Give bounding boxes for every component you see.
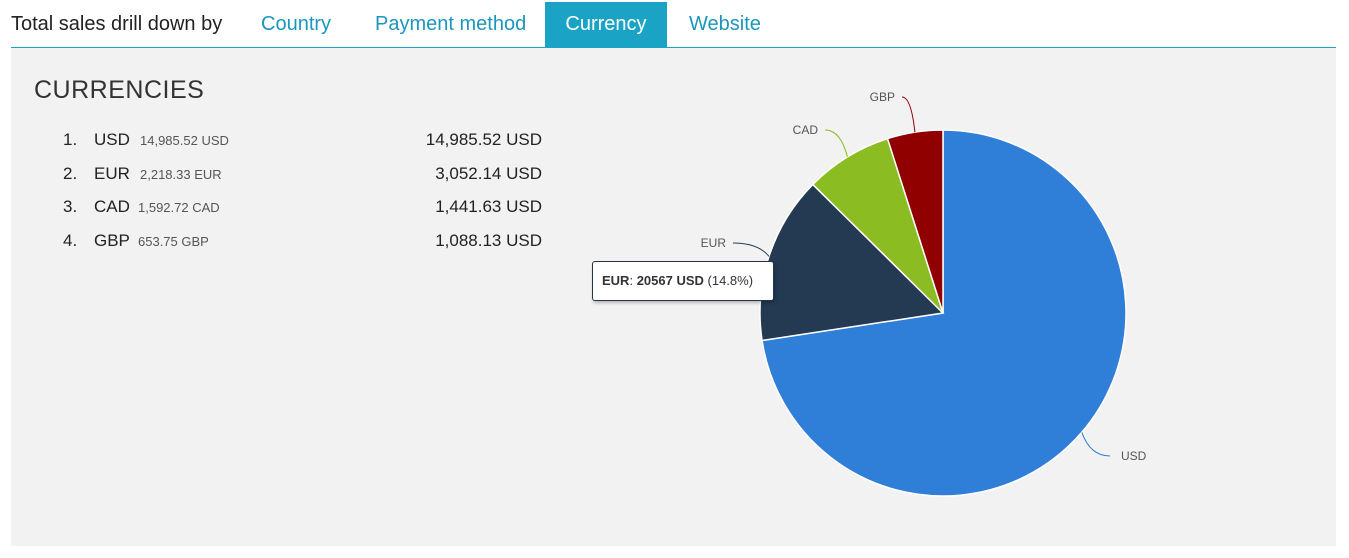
- list-item-code: GBP: [94, 230, 130, 250]
- pie-label-cad: CAD: [793, 123, 819, 137]
- list-item-native-amount: 14,985.52 USD: [140, 133, 229, 148]
- currency-list: 1. USD 14,985.52 USD 14,985.52 USD 2. EU…: [63, 130, 553, 264]
- tab-payment-method[interactable]: Payment method: [375, 13, 527, 35]
- pie-connector-usd: [1081, 432, 1111, 457]
- list-item-rank: 1.: [63, 130, 78, 149]
- pie-slice-eur[interactable]: [759, 183, 945, 342]
- list-item-usd-amount: 3,052.14 USD: [435, 163, 542, 183]
- pie-connector-eur: [732, 242, 770, 257]
- chart-tooltip: EUR: 20567 USD (14.8%): [592, 261, 774, 301]
- list-item-rank: 3.: [63, 197, 78, 216]
- section-title: CURRENCIES: [34, 76, 205, 104]
- list-item-native-amount: 2,218.33 EUR: [140, 166, 222, 182]
- tab-country[interactable]: Country: [261, 13, 332, 35]
- pie-connector-gbp: [901, 96, 916, 133]
- list-item-code: USD: [94, 130, 130, 149]
- tooltip-label: EUR: [602, 273, 630, 288]
- drill-down-title: Total sales drill down by: [11, 13, 223, 35]
- list-item-usd: 1. USD 14,985.52 USD 14,985.52 USD: [63, 130, 553, 164]
- tab-website[interactable]: Website: [689, 13, 761, 35]
- list-item-rank: 4.: [63, 230, 78, 250]
- pie-label-gbp: GBP: [870, 90, 895, 104]
- list-item-native-amount: 1,592.72 CAD: [138, 200, 220, 215]
- tooltip-value: 20567 USD: [636, 273, 704, 288]
- list-item-usd-amount: 1,441.63 USD: [435, 197, 542, 216]
- list-item-usd-amount: 14,985.52 USD: [425, 130, 542, 149]
- list-item-cad: 3. CAD 1,592.72 CAD 1,441.63 USD: [63, 197, 553, 231]
- pie-label-usd: USD: [1121, 449, 1147, 463]
- list-item-code: CAD: [94, 197, 130, 216]
- list-item-gbp: 4. GBP 653.75 GBP 1,088.13 USD: [63, 231, 553, 265]
- pie-label-eur: EUR: [701, 236, 727, 250]
- pie-slice-gbp[interactable]: [886, 129, 944, 314]
- list-item-eur: 2. EUR 2,218.33 EUR 3,052.14 USD: [63, 164, 553, 198]
- drill-down-tabbar: Total sales drill down by Country Paymen…: [11, 2, 1336, 48]
- list-item-usd-amount: 1,088.13 USD: [435, 230, 542, 250]
- list-item-native-amount: 653.75 GBP: [138, 233, 209, 249]
- list-item-code: EUR: [94, 163, 130, 183]
- tab-currency[interactable]: Currency: [545, 2, 667, 47]
- tooltip-percent: (14.8%): [707, 273, 754, 288]
- list-item-rank: 2.: [63, 163, 78, 183]
- pie-connector-cad: [824, 129, 848, 158]
